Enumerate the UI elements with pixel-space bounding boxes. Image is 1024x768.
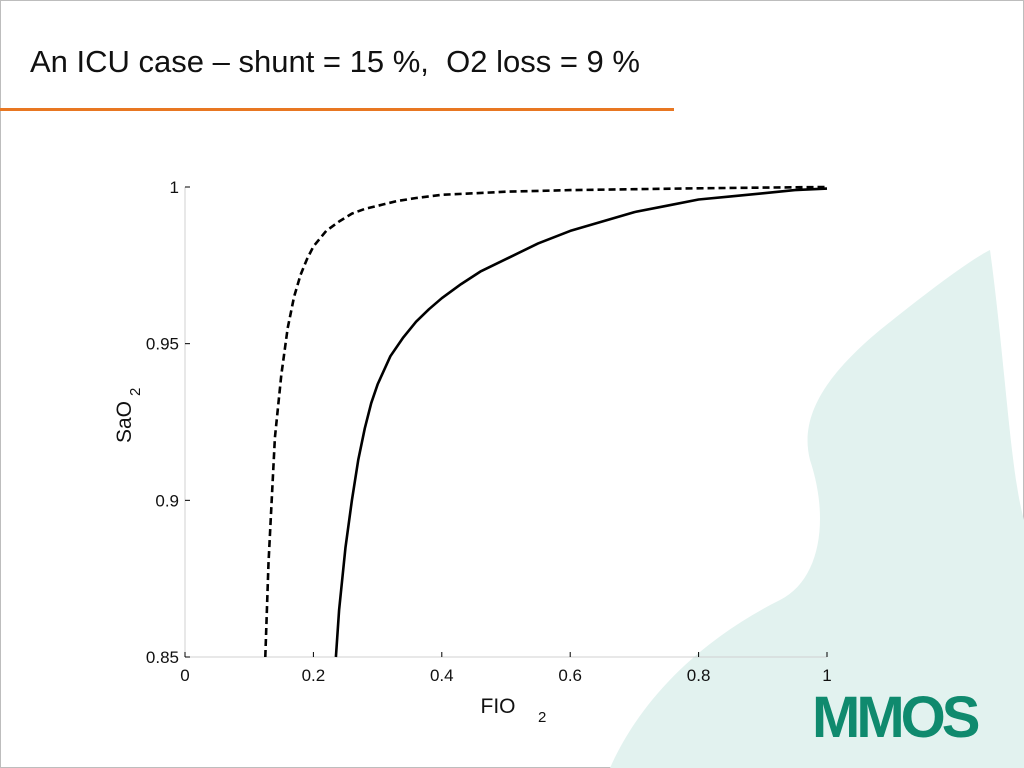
series-dashed-curve xyxy=(264,185,828,658)
y-tick-label-3: 1 xyxy=(170,178,179,197)
x-tick-label-5: 1 xyxy=(822,666,831,685)
y-tick-label-2: 0.95 xyxy=(146,335,179,354)
y-tick-label-0: 0.85 xyxy=(146,648,179,667)
x-tick-label-3: 0.6 xyxy=(558,666,582,685)
x-tick-label-1: 0.2 xyxy=(302,666,326,685)
y-tick-label-1: 0.9 xyxy=(155,491,179,510)
y-axis-label-group: SaO 2 xyxy=(113,388,144,443)
y-axis-label-subscript: 2 xyxy=(127,388,144,396)
y-axis-label: SaO xyxy=(113,401,136,443)
decor-swoosh-inner xyxy=(880,560,1024,768)
mmos-logo: MMOS xyxy=(812,685,980,750)
x-axis-label-subscript: 2 xyxy=(538,709,546,726)
x-axis-label: FIO xyxy=(481,695,516,718)
slide-title: An ICU case – shunt = 15 %, O2 loss = 9 … xyxy=(30,44,640,79)
x-tick-label-2: 0.4 xyxy=(430,666,454,685)
decor-swoosh-outer xyxy=(610,250,1024,768)
x-tick-label-4: 0.8 xyxy=(687,666,711,685)
series-solid-curve xyxy=(334,187,828,658)
x-tick-label-0: 0 xyxy=(180,666,189,685)
title-underline xyxy=(0,108,674,111)
